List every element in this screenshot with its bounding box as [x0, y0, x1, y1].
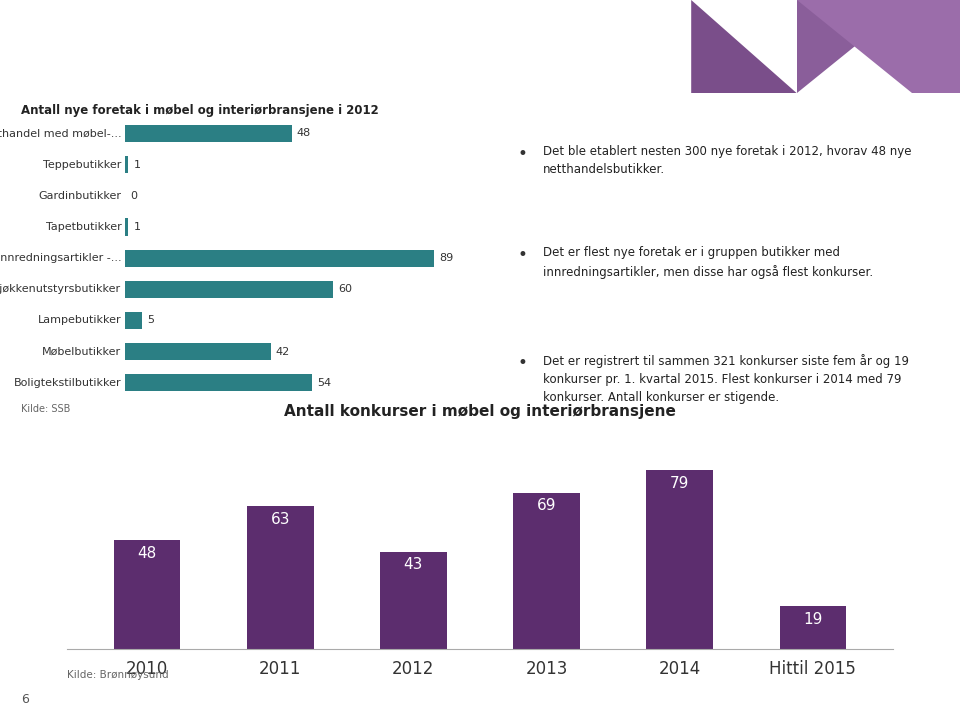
Text: 5: 5 — [148, 315, 155, 326]
Text: Kilde: SSB: Kilde: SSB — [21, 404, 70, 414]
Bar — [125, 374, 312, 391]
Text: 48: 48 — [137, 546, 156, 561]
Text: 19: 19 — [804, 612, 823, 627]
Text: •: • — [517, 145, 527, 163]
Polygon shape — [797, 0, 960, 93]
Bar — [646, 470, 713, 649]
Bar — [780, 606, 846, 649]
Text: 1: 1 — [133, 222, 140, 232]
Bar — [125, 312, 142, 329]
Bar — [125, 156, 129, 174]
Text: 63: 63 — [271, 512, 290, 527]
Text: 54: 54 — [318, 378, 332, 388]
Text: Antall konkurser i møbel og interiørbransjene: Antall konkurser i møbel og interiørbran… — [284, 404, 676, 419]
Bar — [114, 540, 180, 649]
Text: Nye foretak og konkurser: Nye foretak og konkurser — [21, 40, 372, 68]
Text: Netthandel med møbel-...: Netthandel med møbel-... — [0, 128, 121, 138]
Bar — [380, 551, 446, 649]
Text: 48: 48 — [297, 128, 311, 138]
Text: Kjøkkenutstyrsbutikker: Kjøkkenutstyrsbutikker — [0, 285, 121, 294]
Text: 43: 43 — [404, 557, 423, 572]
Bar — [514, 493, 580, 649]
Text: •: • — [517, 247, 527, 265]
Text: •: • — [517, 354, 527, 372]
Text: 60: 60 — [339, 285, 352, 294]
Text: Innredningsartikler -...: Innredningsartikler -... — [0, 253, 121, 263]
Text: 1: 1 — [133, 160, 140, 170]
Text: 89: 89 — [440, 253, 453, 263]
Text: Antall nye foretak i møbel og interiørbransjene i 2012: Antall nye foretak i møbel og interiørbr… — [21, 104, 379, 117]
Bar — [125, 219, 129, 235]
Polygon shape — [797, 0, 912, 93]
Text: 79: 79 — [670, 475, 689, 490]
Text: Møbelbutikker: Møbelbutikker — [42, 346, 121, 356]
Bar — [125, 250, 434, 267]
Text: 42: 42 — [276, 346, 290, 356]
Polygon shape — [691, 0, 797, 93]
Text: Teppebutikker: Teppebutikker — [43, 160, 121, 170]
Text: 69: 69 — [537, 498, 557, 513]
Bar — [247, 506, 314, 649]
Text: Det ble etablert nesten 300 nye foretak i 2012, hvorav 48 nye netthandelsbutikke: Det ble etablert nesten 300 nye foretak … — [543, 145, 912, 176]
Text: Det er registrert til sammen 321 konkurser siste fem år og 19 konkurser pr. 1. k: Det er registrert til sammen 321 konkurs… — [543, 354, 909, 404]
Text: Tapetbutikker: Tapetbutikker — [45, 222, 121, 232]
Text: Lampebutikker: Lampebutikker — [37, 315, 121, 326]
Text: Boligtekstilbutikker: Boligtekstilbutikker — [13, 378, 121, 388]
Text: 6: 6 — [21, 693, 29, 706]
Text: Gardinbutikker: Gardinbutikker — [38, 191, 121, 201]
Bar — [125, 343, 271, 360]
Bar — [125, 125, 292, 142]
Text: 0: 0 — [130, 191, 137, 201]
Bar — [125, 281, 333, 298]
Text: Kilde: Brønnøysund: Kilde: Brønnøysund — [67, 670, 169, 680]
Text: Det er flest nye foretak er i gruppen butikker med innredningsartikler, men diss: Det er flest nye foretak er i gruppen bu… — [543, 247, 874, 279]
